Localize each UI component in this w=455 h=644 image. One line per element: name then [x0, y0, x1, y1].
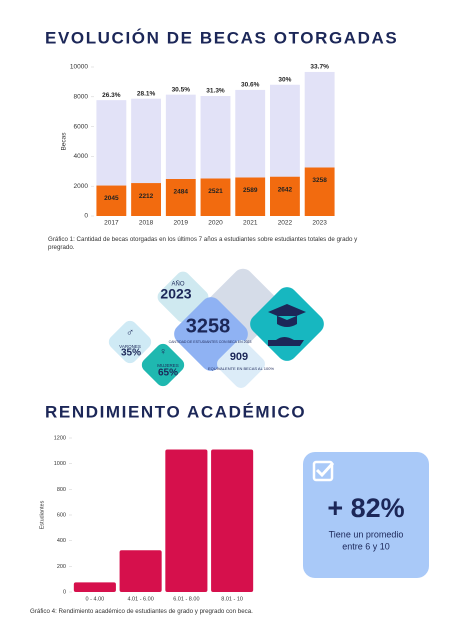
- section-title: RENDIMIENTO ACADÉMICO: [45, 402, 306, 421]
- data-label: 2045: [104, 195, 119, 202]
- highlight-card: [303, 452, 429, 578]
- men: 35%: [121, 348, 141, 359]
- caption: Gráfico 1: Cantidad de becas otorgadas e…: [48, 236, 358, 251]
- highlight-text: entre 6 y 10: [342, 541, 390, 551]
- year-label: AÑO: [171, 281, 184, 288]
- y-axis-label: Becas: [61, 132, 68, 151]
- data-label: 2642: [278, 186, 293, 193]
- bar-segment: [270, 176, 300, 216]
- y-tick-label: 800: [57, 487, 66, 493]
- bar-segment: [165, 178, 196, 216]
- y-axis-label: Estudiantes: [39, 500, 45, 529]
- x-tick-label: 2017: [104, 220, 119, 227]
- x-tick-label: 0 - 4.00: [86, 596, 105, 602]
- y-tick-label: 1200: [54, 435, 66, 441]
- x-tick-label: 6.01 - 8.00: [173, 596, 199, 602]
- total-label: 33.7%: [310, 64, 329, 71]
- highlight-value: + 82%: [327, 493, 404, 523]
- bar-segment: [131, 183, 161, 216]
- shape: [108, 320, 152, 364]
- bar: [119, 550, 162, 592]
- bar: [211, 449, 254, 592]
- total-label: 26.3%: [102, 92, 121, 99]
- y-tick-label: 10000: [70, 64, 88, 71]
- x-tick-label: 2021: [243, 220, 258, 227]
- equiv-text: EQUIVALENTE EN BECAS AL 100%: [208, 366, 274, 371]
- section-title: EVOLUCIÓN DE BECAS OTORGADAS: [45, 28, 398, 47]
- bar-segment: [96, 185, 127, 216]
- data-label: 2212: [139, 193, 154, 200]
- bar-segment: [235, 89, 266, 178]
- x-tick-label: 2022: [278, 220, 293, 227]
- data-label: 3258: [312, 177, 327, 184]
- x-tick-label: 8.01 - 10: [221, 596, 243, 602]
- y-tick-label: 6000: [74, 123, 89, 130]
- total-label: 28.1%: [137, 90, 156, 97]
- total-label: 30.5%: [172, 86, 191, 93]
- hand-icon: [268, 337, 304, 346]
- bar-segment: [304, 167, 335, 216]
- male-icon: ♂: [126, 327, 134, 339]
- year: 2023: [160, 286, 191, 302]
- bar-segment: [131, 98, 161, 184]
- x-tick-label: 2020: [208, 220, 223, 227]
- bar-segment: [165, 94, 196, 179]
- y-tick-label: 0: [84, 213, 88, 220]
- x-tick-label: 4.01 - 6.00: [127, 596, 153, 602]
- shape: [141, 343, 185, 387]
- y-tick-label: 2000: [74, 183, 89, 190]
- total-label: 31.3%: [206, 88, 225, 95]
- equiv: 909: [230, 351, 248, 363]
- check-icon: [315, 461, 335, 478]
- x-tick-label: 2019: [174, 220, 189, 227]
- total-label: 30.6%: [241, 82, 260, 89]
- bar-segment: [200, 178, 231, 216]
- total-label: 30%: [278, 76, 291, 83]
- y-tick-label: 200: [57, 564, 66, 570]
- women: 65%: [158, 368, 178, 379]
- cap-icon: [268, 304, 306, 327]
- x-tick-label: 2018: [139, 220, 154, 227]
- shape: [217, 340, 265, 388]
- data-label: 2521: [208, 188, 223, 195]
- caption: Gráfico 4: Rendimiento académico de estu…: [30, 608, 253, 615]
- y-tick-label: 1000: [54, 461, 66, 467]
- data-label: 2589: [243, 187, 258, 194]
- bar-segment: [96, 100, 127, 186]
- x-tick-label: 2023: [312, 220, 327, 227]
- women-label: MUJERES: [157, 363, 179, 368]
- data-label: 2484: [174, 189, 189, 196]
- total-text: CANTIDAD DE ESTUDIANTES CON BECA EN 2023: [169, 340, 252, 344]
- y-tick-label: 8000: [74, 94, 89, 101]
- highlight-text: Tiene un promedio: [329, 529, 404, 539]
- check-icon: [312, 460, 334, 482]
- bar-segment: [304, 71, 335, 168]
- female-icon: ♀: [159, 347, 167, 358]
- infographic: ♂ ♀: [108, 268, 324, 388]
- y-tick-label: 4000: [74, 153, 89, 160]
- y-tick-label: 400: [57, 538, 66, 544]
- bar: [165, 449, 208, 592]
- total: 3258: [186, 315, 231, 337]
- bar-segment: [200, 95, 231, 179]
- bar-segment: [270, 84, 300, 177]
- bar: [73, 582, 116, 592]
- y-tick-label: 600: [57, 512, 66, 518]
- men-label: VARONES: [119, 344, 141, 349]
- bar-segment: [235, 177, 266, 216]
- y-tick-label: 0: [63, 589, 66, 595]
